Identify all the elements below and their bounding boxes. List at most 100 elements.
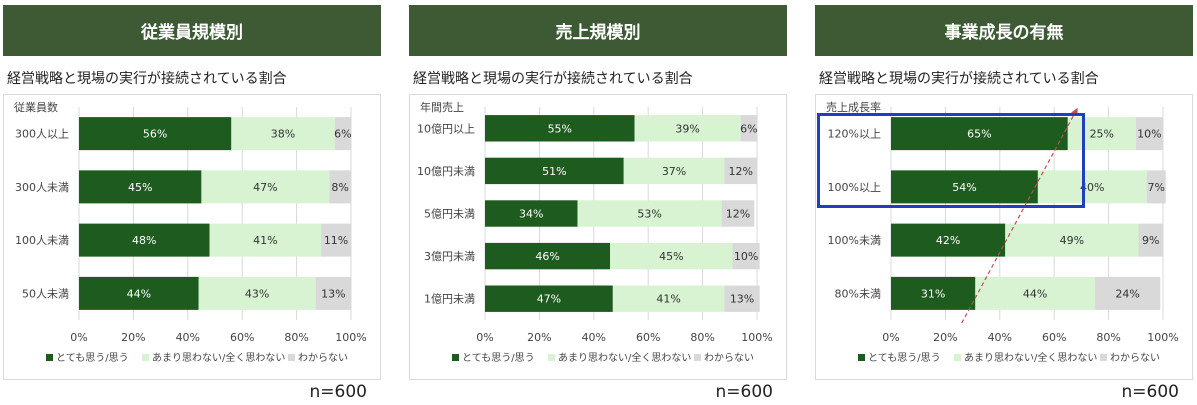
bar-segment <box>209 223 322 257</box>
data-label: 10% <box>1137 128 1161 141</box>
data-label: 38% <box>271 128 295 141</box>
bar-segment <box>1095 276 1161 310</box>
x-tick-label: 100% <box>1147 331 1178 344</box>
sample-size-label: n=600 <box>309 382 367 402</box>
bar-segment <box>321 223 351 257</box>
bar-segment <box>1037 170 1147 204</box>
data-label: 37% <box>662 165 686 178</box>
chart-panel-employees: 従業員規模別 経営戦略と現場の実行が接続されている割合 0% 20% 40% 60% 8… <box>3 0 381 405</box>
chart-panel-growth: 事業成長の有無 経営戦略と現場の実行が接続されている割合 0% 20% 40% 60%… <box>815 0 1193 405</box>
y-axis-label: 年間売上 <box>420 100 464 114</box>
data-label: 55% <box>548 122 572 135</box>
stacked-bar-chart: 0% 20% 40% 60% 80% 100% 年間売上 10億円以上 55% 39% 6% 10億円… <box>417 100 773 364</box>
panel-header: 従業員規模別 <box>3 5 381 56</box>
legend-label: あまり思わない/全く思わない <box>964 351 1097 364</box>
bar-segment <box>1005 223 1139 257</box>
sample-size-label: n=600 <box>715 382 773 402</box>
chart-area: 0% 20% 40% 60% 80% 100% 年間売上 10億円以上 55% 39% 6% 10億円… <box>409 94 787 380</box>
bar-segment <box>79 170 202 204</box>
chart-subtitle: 経営戦略と現場の実行が接続されている割合 <box>819 71 1099 87</box>
x-tick-label: 60% <box>636 331 660 344</box>
data-label: 11% <box>324 234 348 247</box>
bar-segment <box>485 115 635 142</box>
chart-area: 0% 20% 40% 60% 80% 100% 従業員数 300人以上 56% 38% 6% 300人… <box>3 94 381 380</box>
legend-swatch <box>452 354 459 361</box>
data-label: 12% <box>728 165 752 178</box>
sample-size-label: n=600 <box>1121 382 1179 402</box>
x-tick-label: 20% <box>527 331 551 344</box>
chart-area: 0% 20% 40% 60% 80% 100% 売上成長率 120%以上 65% 25% 10% 10… <box>815 94 1193 380</box>
legend-swatch <box>548 354 555 361</box>
bar-segment <box>79 276 199 310</box>
legend-swatch <box>694 354 701 361</box>
bar-segment <box>201 170 330 204</box>
chart-subtitle: 経営戦略と現場の実行が接続されている割合 <box>413 71 693 87</box>
data-label: 47% <box>253 181 277 194</box>
legend-label: わからない <box>1110 352 1160 364</box>
category-label: 10億円未満 <box>417 165 475 178</box>
x-tick-label: 0% <box>70 331 87 344</box>
bar-segment <box>577 200 722 227</box>
bar-segment <box>334 117 351 151</box>
bar-segment <box>79 223 210 257</box>
data-label: 44% <box>127 287 151 300</box>
x-tick-label: 40% <box>582 331 606 344</box>
data-label: 6% <box>334 128 351 141</box>
bar-segment <box>485 200 578 227</box>
legend-label: あまり思わない/全く思わない <box>558 351 691 364</box>
highlight-box <box>817 113 1085 208</box>
panel-header: 事業成長の有無 <box>815 5 1193 56</box>
data-label: 31% <box>921 287 945 300</box>
x-tick-label: 80% <box>1096 331 1120 344</box>
data-label: 39% <box>675 122 699 135</box>
data-label: 49% <box>1060 234 1084 247</box>
legend-swatch <box>142 354 149 361</box>
x-tick-label: 40% <box>988 331 1012 344</box>
bar-segment <box>724 285 760 312</box>
bar-segment <box>485 285 613 312</box>
x-tick-label: 100% <box>335 331 366 344</box>
legend-swatch <box>954 354 961 361</box>
category-label: 1億円未満 <box>424 293 475 306</box>
data-label: 9% <box>1142 234 1159 247</box>
bar-segment <box>891 276 976 310</box>
bar-segment <box>329 170 351 204</box>
category-label: 5億円未満 <box>424 208 475 221</box>
trend-arrow <box>961 107 1078 324</box>
data-label: 13% <box>730 293 754 306</box>
bar-segment <box>198 276 316 310</box>
bar-segment <box>612 285 725 312</box>
x-tick-label: 80% <box>690 331 714 344</box>
y-axis-label: 売上成長率 <box>826 100 881 114</box>
data-label: 43% <box>245 287 269 300</box>
legend-label: とても思う/思う <box>868 352 941 364</box>
bar-segment <box>1135 117 1163 151</box>
legend-swatch <box>288 354 295 361</box>
chart-panel-sales: 売上規模別 経営戦略と現場の実行が接続されている割合 0% 20% 40% 60% 80… <box>409 0 787 405</box>
data-label: 51% <box>542 165 566 178</box>
bar-segment <box>1067 117 1136 151</box>
bar-segment <box>79 117 232 151</box>
data-label: 42% <box>936 234 960 247</box>
data-label: 53% <box>637 208 661 221</box>
bar-segment <box>891 170 1038 204</box>
data-label: 40% <box>1080 181 1104 194</box>
category-label: 120%以上 <box>828 128 881 141</box>
legend-label: わからない <box>704 352 754 364</box>
legend-label: わからない <box>298 352 348 364</box>
legend-swatch <box>46 354 53 361</box>
bar-segment <box>732 242 760 270</box>
category-label: 100%以上 <box>828 181 881 194</box>
bar-segment <box>1138 223 1163 257</box>
bar-segment <box>724 157 757 185</box>
bar-segment <box>610 242 733 270</box>
bar-segment <box>721 200 755 227</box>
data-label: 56% <box>143 128 167 141</box>
legend-label: あまり思わない/全く思わない <box>152 351 285 364</box>
bar-segment <box>231 117 335 151</box>
legend-swatch <box>858 354 865 361</box>
legend-label: とても思う/思う <box>56 352 129 364</box>
stacked-bar-chart: 0% 20% 40% 60% 80% 100% 売上成長率 120%以上 65% 25% 10% 10… <box>826 100 1179 364</box>
data-label: 10% <box>734 250 758 263</box>
data-label: 41% <box>253 234 277 247</box>
